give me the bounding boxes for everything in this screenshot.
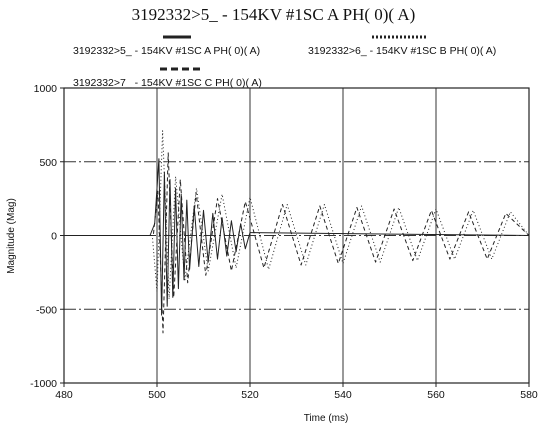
x-tick-label: 500 — [148, 389, 166, 401]
series-line-3 — [64, 152, 530, 334]
axes: 480 500 520 540 560 580 1000 500 0 -500 -1000 — [30, 83, 538, 401]
legend-label-phase-a: 3192332>5_ - 154KV #1SC A PH( 0)( A) — [73, 45, 260, 57]
series-line-2 — [64, 130, 530, 300]
x-tick-label: 560 — [427, 389, 445, 401]
y-tick-label: -500 — [36, 304, 57, 316]
x-tick-label: 540 — [334, 389, 352, 401]
legend-label-phase-c: 3192332>7_ - 154KV #1SC C PH( 0)( A) — [73, 77, 262, 89]
x-axis-label: Time (ms) — [304, 413, 349, 424]
chart-title: 3192332>5_ - 154KV #1SC A PH( 0)( A) — [131, 5, 416, 24]
y-tick-label: 500 — [39, 157, 57, 169]
y-tick-label: -1000 — [30, 378, 57, 390]
series-group — [64, 130, 530, 334]
y-axis-label: Magnitude (Mag) — [6, 198, 17, 274]
grid — [64, 88, 529, 383]
x-tick-label: 480 — [55, 389, 73, 401]
x-tick-label: 520 — [241, 389, 259, 401]
x-tick-label: 580 — [520, 389, 538, 401]
y-tick-label: 1000 — [34, 83, 58, 95]
legend: 3192332>5_ - 154KV #1SC A PH( 0)( A) 319… — [73, 35, 496, 89]
legend-label-phase-b: 3192332>6_ - 154KV #1SC B PH( 0)( A) — [308, 45, 496, 57]
y-tick-label: 0 — [51, 231, 57, 243]
series-line-1 — [64, 158, 530, 316]
